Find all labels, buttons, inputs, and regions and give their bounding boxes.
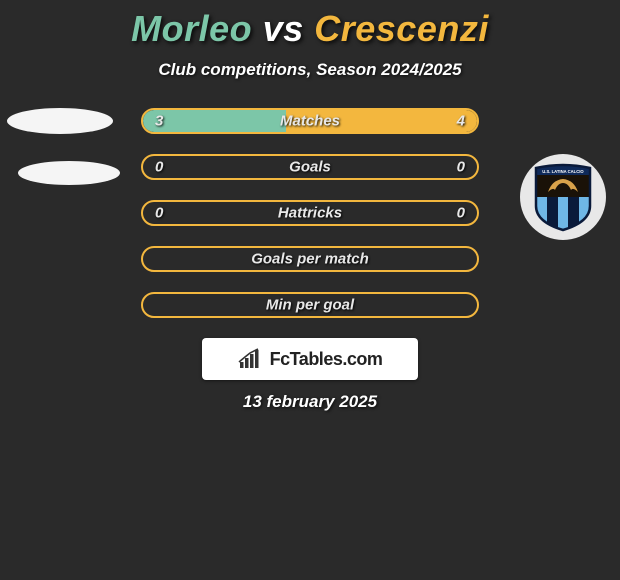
page-title: Morleo vs Crescenzi (0, 8, 620, 50)
branding-text: FcTables.com (270, 349, 383, 370)
stat-value-right: 0 (457, 159, 465, 176)
stat-label: Hattricks (278, 205, 342, 222)
stat-row: Min per goal (0, 292, 620, 318)
stat-value-right: 4 (457, 113, 465, 130)
stat-rows: 3 4 Matches 0 0 Goals 0 0 Hattricks Goals per mat… (0, 108, 620, 318)
stat-pill: 0 0 Hattricks (141, 200, 479, 226)
comparison-card: Morleo vs Crescenzi Club competitions, S… (0, 0, 620, 580)
stat-row: Goals per match (0, 246, 620, 272)
title-player-right: Crescenzi (314, 8, 489, 49)
stat-fill-left (143, 110, 286, 132)
stats-area: U.S. LATINA CALCIO 34Matches00Goals00Hat… (0, 108, 620, 318)
title-player-left: Morleo (131, 8, 252, 49)
stat-value-left: 0 (155, 159, 163, 176)
stat-row: 0 0 Hattricks (0, 200, 620, 226)
date-text: 13 february 2025 (0, 392, 620, 412)
stat-value-right: 0 (457, 205, 465, 222)
stat-label: Goals (289, 159, 331, 176)
branding-badge: FcTables.com (202, 338, 418, 380)
stat-label: Goals per match (251, 251, 369, 268)
stat-value-left: 0 (155, 205, 163, 222)
stat-label: Min per goal (266, 297, 354, 314)
stat-pill: 3 4 Matches (141, 108, 479, 134)
stat-row: 3 4 Matches (0, 108, 620, 134)
stat-label: Matches (280, 113, 340, 130)
title-vs: vs (263, 8, 304, 49)
stat-value-left: 3 (155, 113, 163, 130)
stat-pill: Goals per match (141, 246, 479, 272)
stat-pill: 0 0 Goals (141, 154, 479, 180)
subtitle: Club competitions, Season 2024/2025 (0, 60, 620, 80)
stat-row: 0 0 Goals (0, 154, 620, 180)
bar-chart-icon (238, 348, 264, 370)
stat-pill: Min per goal (141, 292, 479, 318)
